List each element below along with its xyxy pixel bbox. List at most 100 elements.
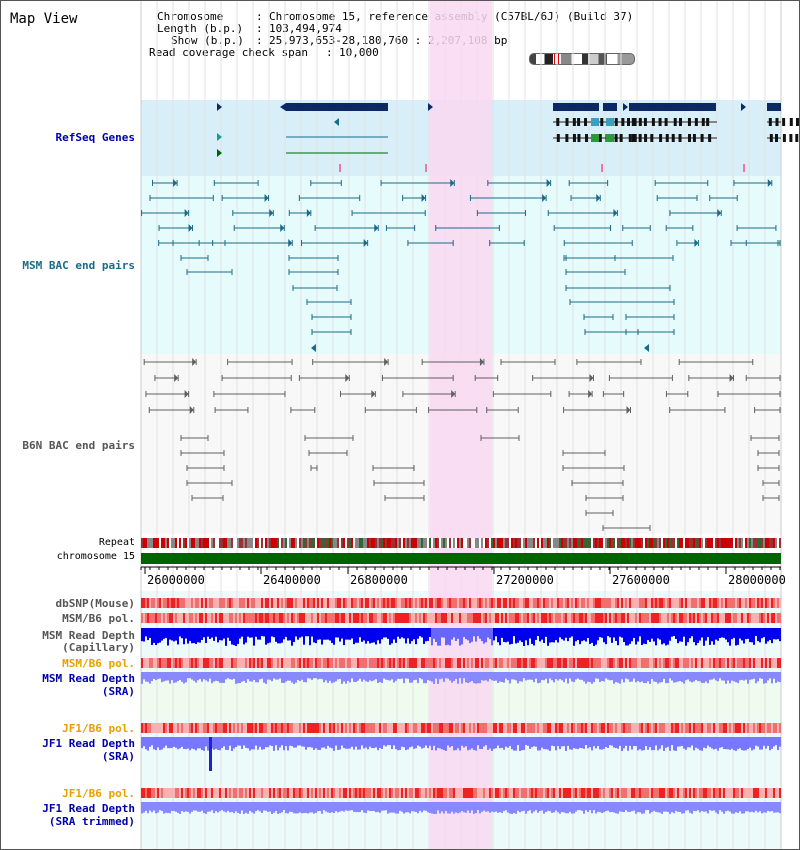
jf1-pol-band <box>629 723 631 733</box>
msm-pol-band-2 <box>739 658 741 668</box>
jf1-trimmed-depth <box>547 802 549 811</box>
jf1-pol-band <box>503 723 505 733</box>
dbsnp-band <box>517 598 519 608</box>
jf1-sra-depth <box>747 737 749 750</box>
label-dbsnp[interactable]: dbSNP(Mouse) <box>55 597 135 610</box>
msm-sra-depth <box>725 672 727 684</box>
jf1-sra-depth <box>195 737 197 751</box>
msm-capillary-depth <box>623 628 625 643</box>
msm-sra-depth <box>645 672 647 684</box>
msm-capillary-depth <box>283 628 285 640</box>
jf1-trimmed-depth <box>179 802 181 814</box>
jf1-sra-depth <box>749 737 751 748</box>
jf1-trimmed-depth <box>263 802 265 811</box>
jf1-pol-band-2 <box>463 788 465 798</box>
msm-capillary-depth <box>737 628 739 645</box>
jf1-sra-depth <box>323 737 325 748</box>
msm-capillary-depth <box>769 628 771 641</box>
lower-tracks[interactable] <box>141 598 781 814</box>
label-jf1-pol-2[interactable]: JF1/B6 pol. <box>62 787 135 800</box>
msm-pol-band-2 <box>215 658 217 668</box>
chromosome-ideogram[interactable] <box>529 53 635 65</box>
msm-capillary-depth <box>699 628 701 641</box>
label-chromosome[interactable]: chromosome 15 <box>56 551 135 562</box>
dbsnp-band <box>637 598 639 608</box>
dbsnp-band <box>557 598 559 608</box>
label-b6n-bac[interactable]: B6N BAC end pairs <box>22 439 135 452</box>
jf1-trimmed-depth <box>385 802 387 811</box>
dbsnp-band <box>509 598 511 608</box>
msm-capillary-depth <box>619 628 621 637</box>
msm-bac-features[interactable] <box>141 179 781 352</box>
label-repeat[interactable]: Repeat <box>98 537 135 548</box>
selection-highlight[interactable] <box>430 1 492 849</box>
label-msm-bac[interactable]: MSM BAC end pairs <box>22 259 135 272</box>
repeat-track[interactable] <box>141 538 781 548</box>
msm-pol-band <box>429 613 431 623</box>
jf1-pol-band <box>739 723 741 733</box>
jf1-trimmed-depth <box>717 802 719 814</box>
jf1-pol-band <box>215 723 217 733</box>
msm-sra-depth <box>527 672 529 680</box>
repeat-element <box>675 538 677 548</box>
dbsnp-band <box>183 598 185 608</box>
refseq-features[interactable] <box>217 103 799 172</box>
msm-sra-depth <box>657 672 659 684</box>
jf1-trimmed-depth <box>611 802 613 813</box>
jf1-pol-band <box>595 723 597 733</box>
jf1-sra-depth <box>507 737 509 748</box>
repeat-element <box>569 538 571 548</box>
msm-sra-depth <box>399 672 401 680</box>
msm-pol-band-2 <box>241 658 243 668</box>
label-jf1-depth-trim-1[interactable]: JF1 Read Depth <box>42 802 135 815</box>
dbsnp-band <box>215 598 217 608</box>
b6n-bac-features[interactable] <box>143 358 781 531</box>
msm-sra-depth <box>307 672 309 679</box>
jf1-trimmed-depth <box>603 802 605 813</box>
jf1-sra-depth <box>537 737 539 751</box>
dbsnp-band <box>381 598 383 608</box>
msm-pol-band-2 <box>377 658 379 668</box>
jf1-sra-depth <box>341 737 343 746</box>
label-msm-pol-1[interactable]: MSM/B6 pol. <box>62 612 135 625</box>
exon <box>631 118 635 126</box>
msm-sra-depth <box>505 672 507 679</box>
msm-sra-depth <box>439 672 441 680</box>
msm-capillary-depth <box>253 628 255 646</box>
jf1-pol-band-2 <box>385 788 387 798</box>
label-msm-depth-sra-1[interactable]: MSM Read Depth <box>42 672 135 685</box>
msm-pol-band <box>305 613 307 623</box>
msm-capillary-depth <box>269 628 271 643</box>
dbsnp-band <box>589 598 591 608</box>
msm-pol-band-2 <box>681 658 683 668</box>
jf1-trimmed-depth <box>467 802 469 811</box>
ideogram-position-marker[interactable] <box>554 54 559 64</box>
jf1-trimmed-depth <box>231 802 233 812</box>
jf1-sra-depth <box>461 737 463 746</box>
msm-sra-depth <box>685 672 687 681</box>
msm-pol-band-2 <box>303 658 305 668</box>
jf1-pol-band <box>489 723 491 733</box>
jf1-sra-depth <box>493 737 495 749</box>
msm-pol-band-2 <box>167 658 169 668</box>
msm-pol-band-2 <box>163 658 165 668</box>
msm-pol-band <box>627 613 629 623</box>
label-msm-depth-capillary-1[interactable]: MSM Read Depth <box>42 629 135 642</box>
label-jf1-pol-1[interactable]: JF1/B6 pol. <box>62 722 135 735</box>
msm-pol-band-2 <box>647 658 649 668</box>
jf1-sra-depth <box>629 737 631 746</box>
chromosome-bar[interactable] <box>141 553 781 564</box>
msm-sra-depth <box>659 672 661 683</box>
repeat-element <box>465 538 467 548</box>
msm-pol-band-2 <box>725 658 727 668</box>
repeat-element <box>287 538 289 548</box>
msm-sra-depth <box>149 672 151 684</box>
label-jf1-depth-sra-1[interactable]: JF1 Read Depth <box>42 737 135 750</box>
jf1-pol-band-2 <box>361 788 363 798</box>
jf1-pol-band-2 <box>489 788 491 798</box>
label-msm-pol-2[interactable]: MSM/B6 pol. <box>62 657 135 670</box>
label-refseq-genes[interactable]: RefSeq Genes <box>55 131 135 144</box>
dbsnp-band <box>195 598 197 608</box>
msm-sra-depth <box>431 672 433 682</box>
